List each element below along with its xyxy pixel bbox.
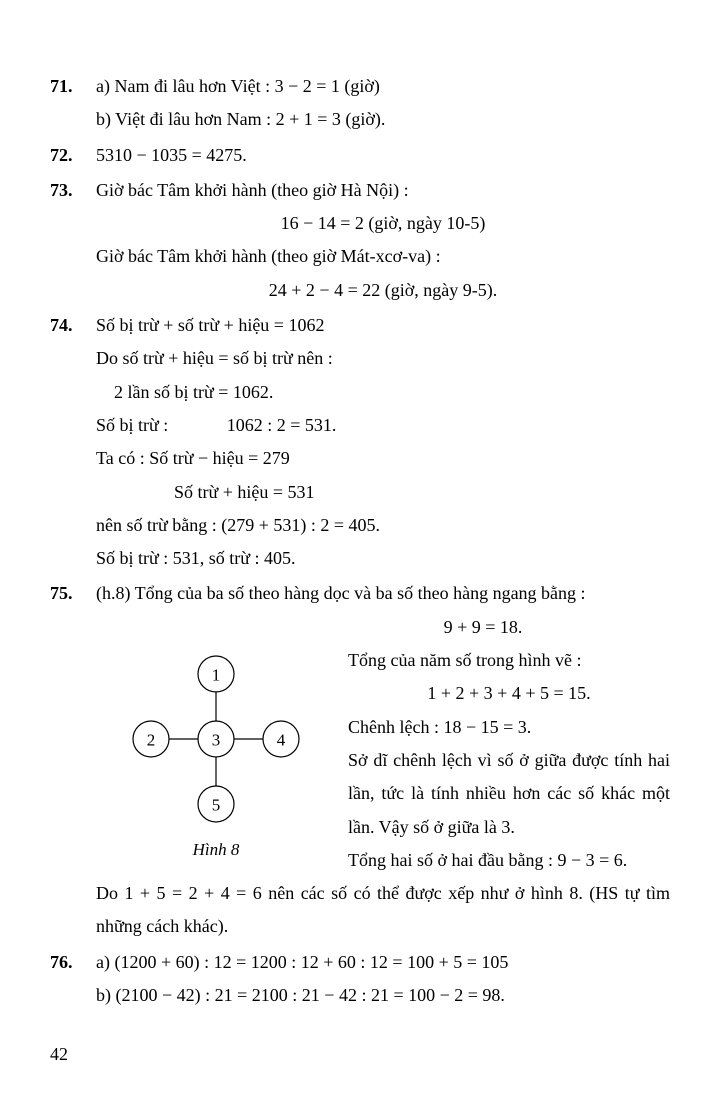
- line: b) Việt đi lâu hơn Nam : 2 + 1 = 3 (giờ)…: [96, 103, 670, 136]
- line: 2 lần số bị trừ = 1062.: [96, 376, 670, 409]
- problem-body: Số bị trừ + số trừ + hiệu = 1062 Do số t…: [96, 309, 670, 575]
- diagram-node-label: 5: [212, 796, 221, 815]
- line: Số bị trừ + số trừ + hiệu = 1062: [96, 309, 670, 342]
- problem-body: a) Nam đi lâu hơn Việt : 3 − 2 = 1 (giờ)…: [96, 70, 670, 137]
- problem-72: 72. 5310 − 1035 = 4275.: [50, 139, 670, 172]
- line: 24 + 2 − 4 = 22 (giờ, ngày 9-5).: [96, 274, 670, 307]
- problem-body: Giờ bác Tâm khởi hành (theo giờ Hà Nội) …: [96, 174, 670, 307]
- line: Số bị trừ : 1062 : 2 = 531.: [96, 409, 670, 442]
- problem-71: 71. a) Nam đi lâu hơn Việt : 3 − 2 = 1 (…: [50, 70, 670, 137]
- page-number: 42: [0, 1044, 720, 1085]
- line: 5310 − 1035 = 4275.: [96, 139, 670, 172]
- page: 71. a) Nam đi lâu hơn Việt : 3 − 2 = 1 (…: [0, 0, 720, 1044]
- diagram-node-label: 4: [277, 731, 286, 750]
- line: 1 + 2 + 3 + 4 + 5 = 15.: [348, 677, 670, 710]
- line: Giờ bác Tâm khởi hành (theo giờ Mát-xcơ-…: [96, 240, 670, 273]
- line: Tổng của năm số trong hình vẽ :: [348, 644, 670, 677]
- problem-75: 75. (h.8) Tổng của ba số theo hàng dọc v…: [50, 577, 670, 943]
- problem-number: 71.: [50, 70, 96, 137]
- text-column: Tổng của năm số trong hình vẽ : 1 + 2 + …: [348, 644, 670, 877]
- line: nên số trừ bằng : (279 + 531) : 2 = 405.: [96, 509, 670, 542]
- diagram-node-label: 2: [147, 731, 156, 750]
- line: Tổng hai số ở hai đầu bằng : 9 − 3 = 6.: [348, 844, 670, 877]
- line: 9 + 9 = 18.: [96, 611, 670, 644]
- problem-number: 74.: [50, 309, 96, 575]
- line: Số bị trừ : 531, số trừ : 405.: [96, 542, 670, 575]
- diagram-node-label: 1: [212, 666, 221, 685]
- problem-body: 5310 − 1035 = 4275.: [96, 139, 670, 172]
- problem-body: (h.8) Tổng của ba số theo hàng dọc và ba…: [96, 577, 670, 943]
- line: Chênh lệch : 18 − 15 = 3.: [348, 711, 670, 744]
- figure-caption: Hình 8: [193, 834, 240, 865]
- figure-text-row: 1 2 3 4 5 Hình 8 Tổng của năm số trong hình …: [96, 644, 670, 877]
- problem-74: 74. Số bị trừ + số trừ + hiệu = 1062 Do …: [50, 309, 670, 575]
- line: Ta có : Số trừ − hiệu = 279: [96, 442, 670, 475]
- problem-number: 72.: [50, 139, 96, 172]
- line: b) (2100 − 42) : 21 = 2100 : 21 − 42 : 2…: [96, 979, 670, 1012]
- line: Giờ bác Tâm khởi hành (theo giờ Hà Nội) …: [96, 174, 670, 207]
- line: a) Nam đi lâu hơn Việt : 3 − 2 = 1 (giờ): [96, 70, 670, 103]
- diagram-node-label: 3: [212, 731, 221, 750]
- line: 16 − 14 = 2 (giờ, ngày 10-5): [96, 207, 670, 240]
- line: Do 1 + 5 = 2 + 4 = 6 nên các số có thể đ…: [96, 877, 670, 944]
- line: Số trừ + hiệu = 531: [96, 476, 670, 509]
- problem-73: 73. Giờ bác Tâm khởi hành (theo giờ Hà N…: [50, 174, 670, 307]
- line: (h.8) Tổng của ba số theo hàng dọc và ba…: [96, 577, 670, 610]
- line: Do số trừ + hiệu = số bị trừ nên :: [96, 342, 670, 375]
- problem-number: 73.: [50, 174, 96, 307]
- problem-body: a) (1200 + 60) : 12 = 1200 : 12 + 60 : 1…: [96, 946, 670, 1013]
- line: a) (1200 + 60) : 12 = 1200 : 12 + 60 : 1…: [96, 946, 670, 979]
- problem-number: 75.: [50, 577, 96, 943]
- problem-76: 76. a) (1200 + 60) : 12 = 1200 : 12 + 60…: [50, 946, 670, 1013]
- figure-8-diagram: 1 2 3 4 5: [96, 644, 336, 834]
- line: Sở dĩ chênh lệch vì số ở giữa được tính …: [348, 744, 670, 844]
- figure-column: 1 2 3 4 5 Hình 8: [96, 644, 336, 877]
- problem-number: 76.: [50, 946, 96, 1013]
